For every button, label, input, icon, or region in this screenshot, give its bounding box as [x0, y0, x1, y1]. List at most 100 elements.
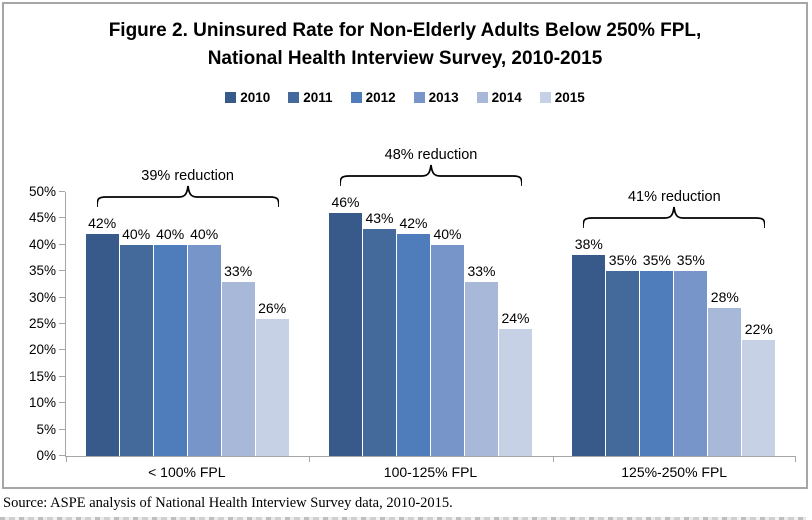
legend-item-2015: 2015	[539, 90, 585, 105]
reduction-bracket: 41% reduction	[583, 189, 766, 229]
legend-item-2013: 2013	[413, 90, 459, 105]
bar-2012: 40%	[153, 226, 187, 456]
y-axis-label: 25%	[28, 316, 56, 331]
y-axis-label: 45%	[28, 210, 56, 226]
y-axis-tick	[59, 243, 65, 245]
cutoff-text-line	[0, 517, 806, 520]
bar-2015: 26%	[255, 300, 289, 456]
y-axis-label: 0%	[36, 448, 56, 463]
bar-value-label: 40%	[433, 225, 462, 242]
bar-2011: 35%	[606, 252, 640, 456]
bar-value-label: 46%	[331, 194, 360, 211]
bar-value-label: 35%	[608, 252, 637, 269]
legend-label: 2011	[303, 90, 333, 105]
reduction-label: 41% reduction	[627, 189, 721, 206]
y-axis-tick	[59, 217, 65, 219]
x-axis-tick	[309, 457, 311, 462]
y-axis-tick	[59, 270, 65, 272]
bar-value-label: 33%	[467, 262, 496, 279]
y-axis-tick	[59, 191, 65, 192]
bar-2014: 33%	[464, 263, 498, 456]
bar-2010: 46%	[328, 194, 362, 456]
bar-value-label: 35%	[676, 252, 705, 269]
source-note: Source: ASPE analysis of National Health…	[3, 495, 453, 511]
y-axis-tick	[59, 402, 65, 404]
bar-value-label: 42%	[88, 215, 117, 232]
bar-value-label: 24%	[501, 310, 530, 327]
bracket-brace-icon	[96, 186, 279, 208]
legend-label: 2013	[428, 90, 459, 105]
legend-label: 2012	[365, 90, 396, 105]
chart-title-line2: National Health Interview Survey, 2010-2…	[207, 48, 603, 69]
y-axis-tick	[59, 323, 65, 324]
bar-2012: 42%	[396, 215, 430, 456]
plot-area: 0% 5% 10% 15% 20% 25% 30% 35% 40% 45% 50% 42% 40% 40…	[18, 147, 796, 463]
bar-value-label: 40%	[190, 225, 219, 242]
y-axis-label: 40%	[28, 236, 56, 252]
bar-value-label: 26%	[258, 299, 287, 316]
bar-value-label: 40%	[122, 225, 151, 242]
y-axis-label: 15%	[28, 368, 56, 384]
bar-2010: 42%	[85, 215, 119, 456]
chart-frame: Figure 2. Uninsured Rate for Non-Elderly…	[2, 2, 808, 489]
chart-title-line1: Figure 2. Uninsured Rate for Non-Elderly…	[108, 20, 702, 41]
bar-2013: 40%	[187, 226, 221, 456]
bar-2013: 35%	[674, 252, 708, 456]
legend-label: 2010	[240, 90, 271, 105]
bar-2011: 40%	[119, 226, 153, 456]
legend-label: 2015	[554, 90, 585, 105]
bar-value-label: 43%	[365, 209, 394, 226]
bar-group: 38% 35% 35% 35% 28% 22% 41% reduction	[553, 189, 796, 456]
legend-swatch-icon	[476, 92, 488, 103]
reduction-bracket: 39% reduction	[96, 168, 279, 208]
legend-item-2014: 2014	[476, 90, 522, 105]
legend-label: 2014	[491, 90, 522, 105]
bar-2012: 35%	[640, 252, 674, 456]
x-axis-tick	[795, 457, 796, 462]
x-axis-tick	[66, 457, 67, 462]
bar-value-label: 42%	[399, 215, 428, 232]
bracket-brace-icon	[339, 165, 522, 187]
bar-2015: 24%	[498, 310, 532, 456]
bar-value-label: 33%	[224, 262, 253, 279]
bar-group: 42% 40% 40% 40% 33% 26% 39% reduction	[66, 168, 309, 456]
bar-2011: 43%	[362, 210, 396, 456]
y-axis-label: 5%	[36, 421, 56, 437]
legend-item-2012: 2012	[350, 90, 396, 105]
bar-value-label: 38%	[574, 236, 603, 253]
reduction-label: 39% reduction	[141, 168, 234, 185]
legend-swatch-icon	[539, 92, 551, 103]
legend: 2010 2011 2012 2013 2014 2015	[4, 90, 806, 105]
bar-2015: 22%	[742, 321, 776, 456]
bracket-brace-icon	[583, 207, 766, 229]
bar-group: 46% 43% 42% 40% 33% 24% 48% reduction	[309, 147, 552, 456]
legend-swatch-icon	[225, 92, 237, 103]
x-axis-category-label: 125%-250% FPL	[621, 464, 728, 480]
y-axis-tick	[59, 296, 65, 298]
bar-2014: 28%	[708, 289, 742, 456]
plot-inner: 42% 40% 40% 40% 33% 26% 39% reduction 46% 43% 42%…	[65, 147, 796, 462]
legend-swatch-icon	[288, 92, 300, 103]
reduction-bracket: 48% reduction	[339, 147, 522, 187]
bar-value-label: 22%	[744, 320, 773, 337]
bar-2010: 38%	[572, 236, 606, 456]
y-axis-label: 35%	[28, 263, 56, 279]
y-axis-tick	[59, 428, 65, 430]
bar-2013: 40%	[430, 226, 464, 456]
x-axis-tick	[552, 457, 554, 462]
legend-item-2011: 2011	[288, 90, 333, 105]
y-axis-label: 50%	[28, 184, 56, 199]
y-axis-tick	[59, 375, 65, 377]
legend-swatch-icon	[350, 92, 362, 103]
y-axis-tick	[59, 455, 65, 456]
bar-value-label: 40%	[156, 225, 185, 242]
bar-value-label: 28%	[710, 289, 739, 306]
x-axis-category-label: 100-125% FPL	[383, 464, 478, 480]
y-axis-label: 10%	[28, 395, 56, 411]
bar-2014: 33%	[221, 263, 255, 456]
bar-value-label: 35%	[642, 252, 671, 269]
legend-swatch-icon	[413, 92, 425, 103]
reduction-label: 48% reduction	[384, 147, 478, 164]
y-axis-label: 20%	[28, 342, 56, 358]
